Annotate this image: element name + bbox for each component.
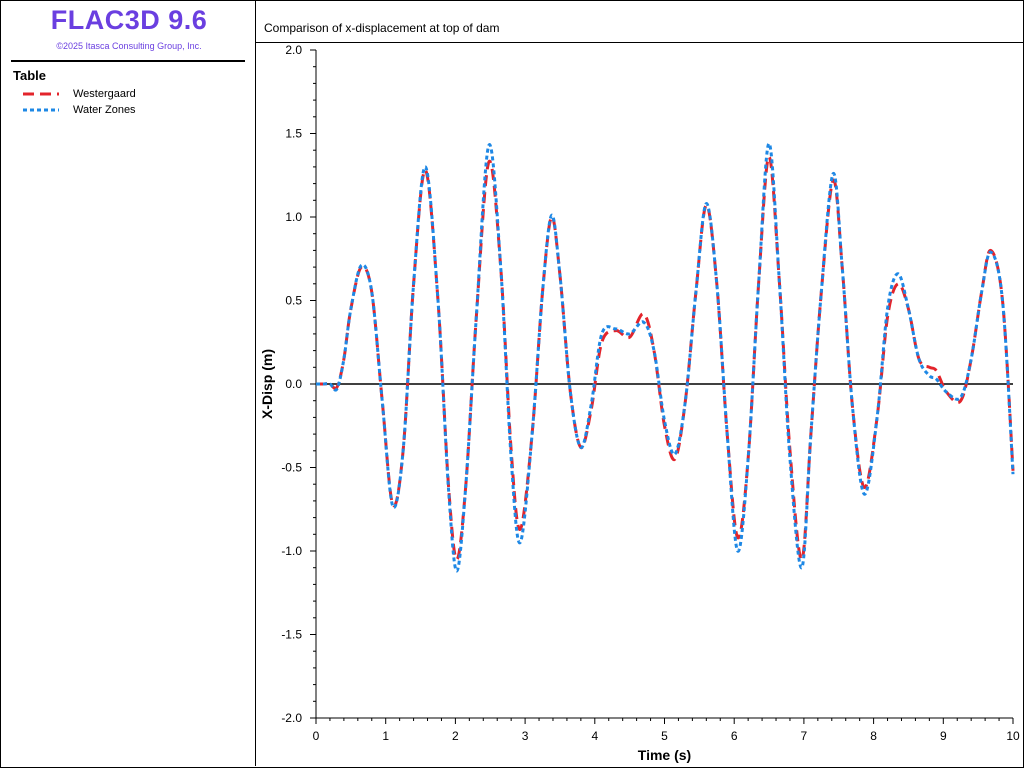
x-tick-label: 6 <box>731 729 738 743</box>
legend-item-water-zones: Water Zones <box>23 103 136 117</box>
title-divider <box>256 42 1024 43</box>
brand-divider <box>11 60 245 62</box>
chart-title: Comparison of x-displacement at top of d… <box>264 21 500 35</box>
legend-label-water-zones: Water Zones <box>73 104 136 116</box>
x-tick-label: 2 <box>452 729 459 743</box>
legend-item-westergaard: Westergaard <box>23 87 136 101</box>
x-tick-label: 10 <box>1006 729 1020 743</box>
y-tick-label: -0.5 <box>281 461 302 475</box>
copyright-text: ©2025 Itasca Consulting Group, Inc. <box>56 41 202 51</box>
x-tick-label: 0 <box>313 729 320 743</box>
app-title: FLAC3D 9.6 <box>50 5 208 35</box>
series-water-zones-line <box>315 142 1015 573</box>
y-tick-label: 1.5 <box>285 127 302 141</box>
y-tick-label: -1.0 <box>281 544 302 558</box>
y-axis-label: X-Disp (m) <box>259 349 275 419</box>
series-westergaard-line <box>315 155 1015 561</box>
x-axis-label: Time (s) <box>638 747 691 763</box>
x-tick-label: 4 <box>591 729 598 743</box>
y-tick-label: 0.5 <box>285 294 302 308</box>
y-tick-label: 1.0 <box>285 210 302 224</box>
y-tick-label: -1.5 <box>281 628 302 642</box>
legend-swatch-water-zones <box>23 108 59 112</box>
legend-panel: FLAC3D 9.6 ©2025 Itasca Consulting Group… <box>1 1 256 766</box>
legend-title: Table <box>13 68 46 83</box>
legend-swatch-westergaard <box>23 92 59 96</box>
x-tick-label: 5 <box>661 729 668 743</box>
legend-label-westergaard: Westergaard <box>73 88 136 100</box>
y-tick-label: -2.0 <box>281 711 302 725</box>
x-tick-label: 8 <box>870 729 877 743</box>
x-tick-label: 1 <box>382 729 389 743</box>
y-tick-label: 0.0 <box>285 377 302 391</box>
x-tick-label: 7 <box>801 729 808 743</box>
x-tick-label: 9 <box>940 729 947 743</box>
y-tick-label: 2.0 <box>285 43 302 57</box>
x-tick-label: 3 <box>522 729 529 743</box>
